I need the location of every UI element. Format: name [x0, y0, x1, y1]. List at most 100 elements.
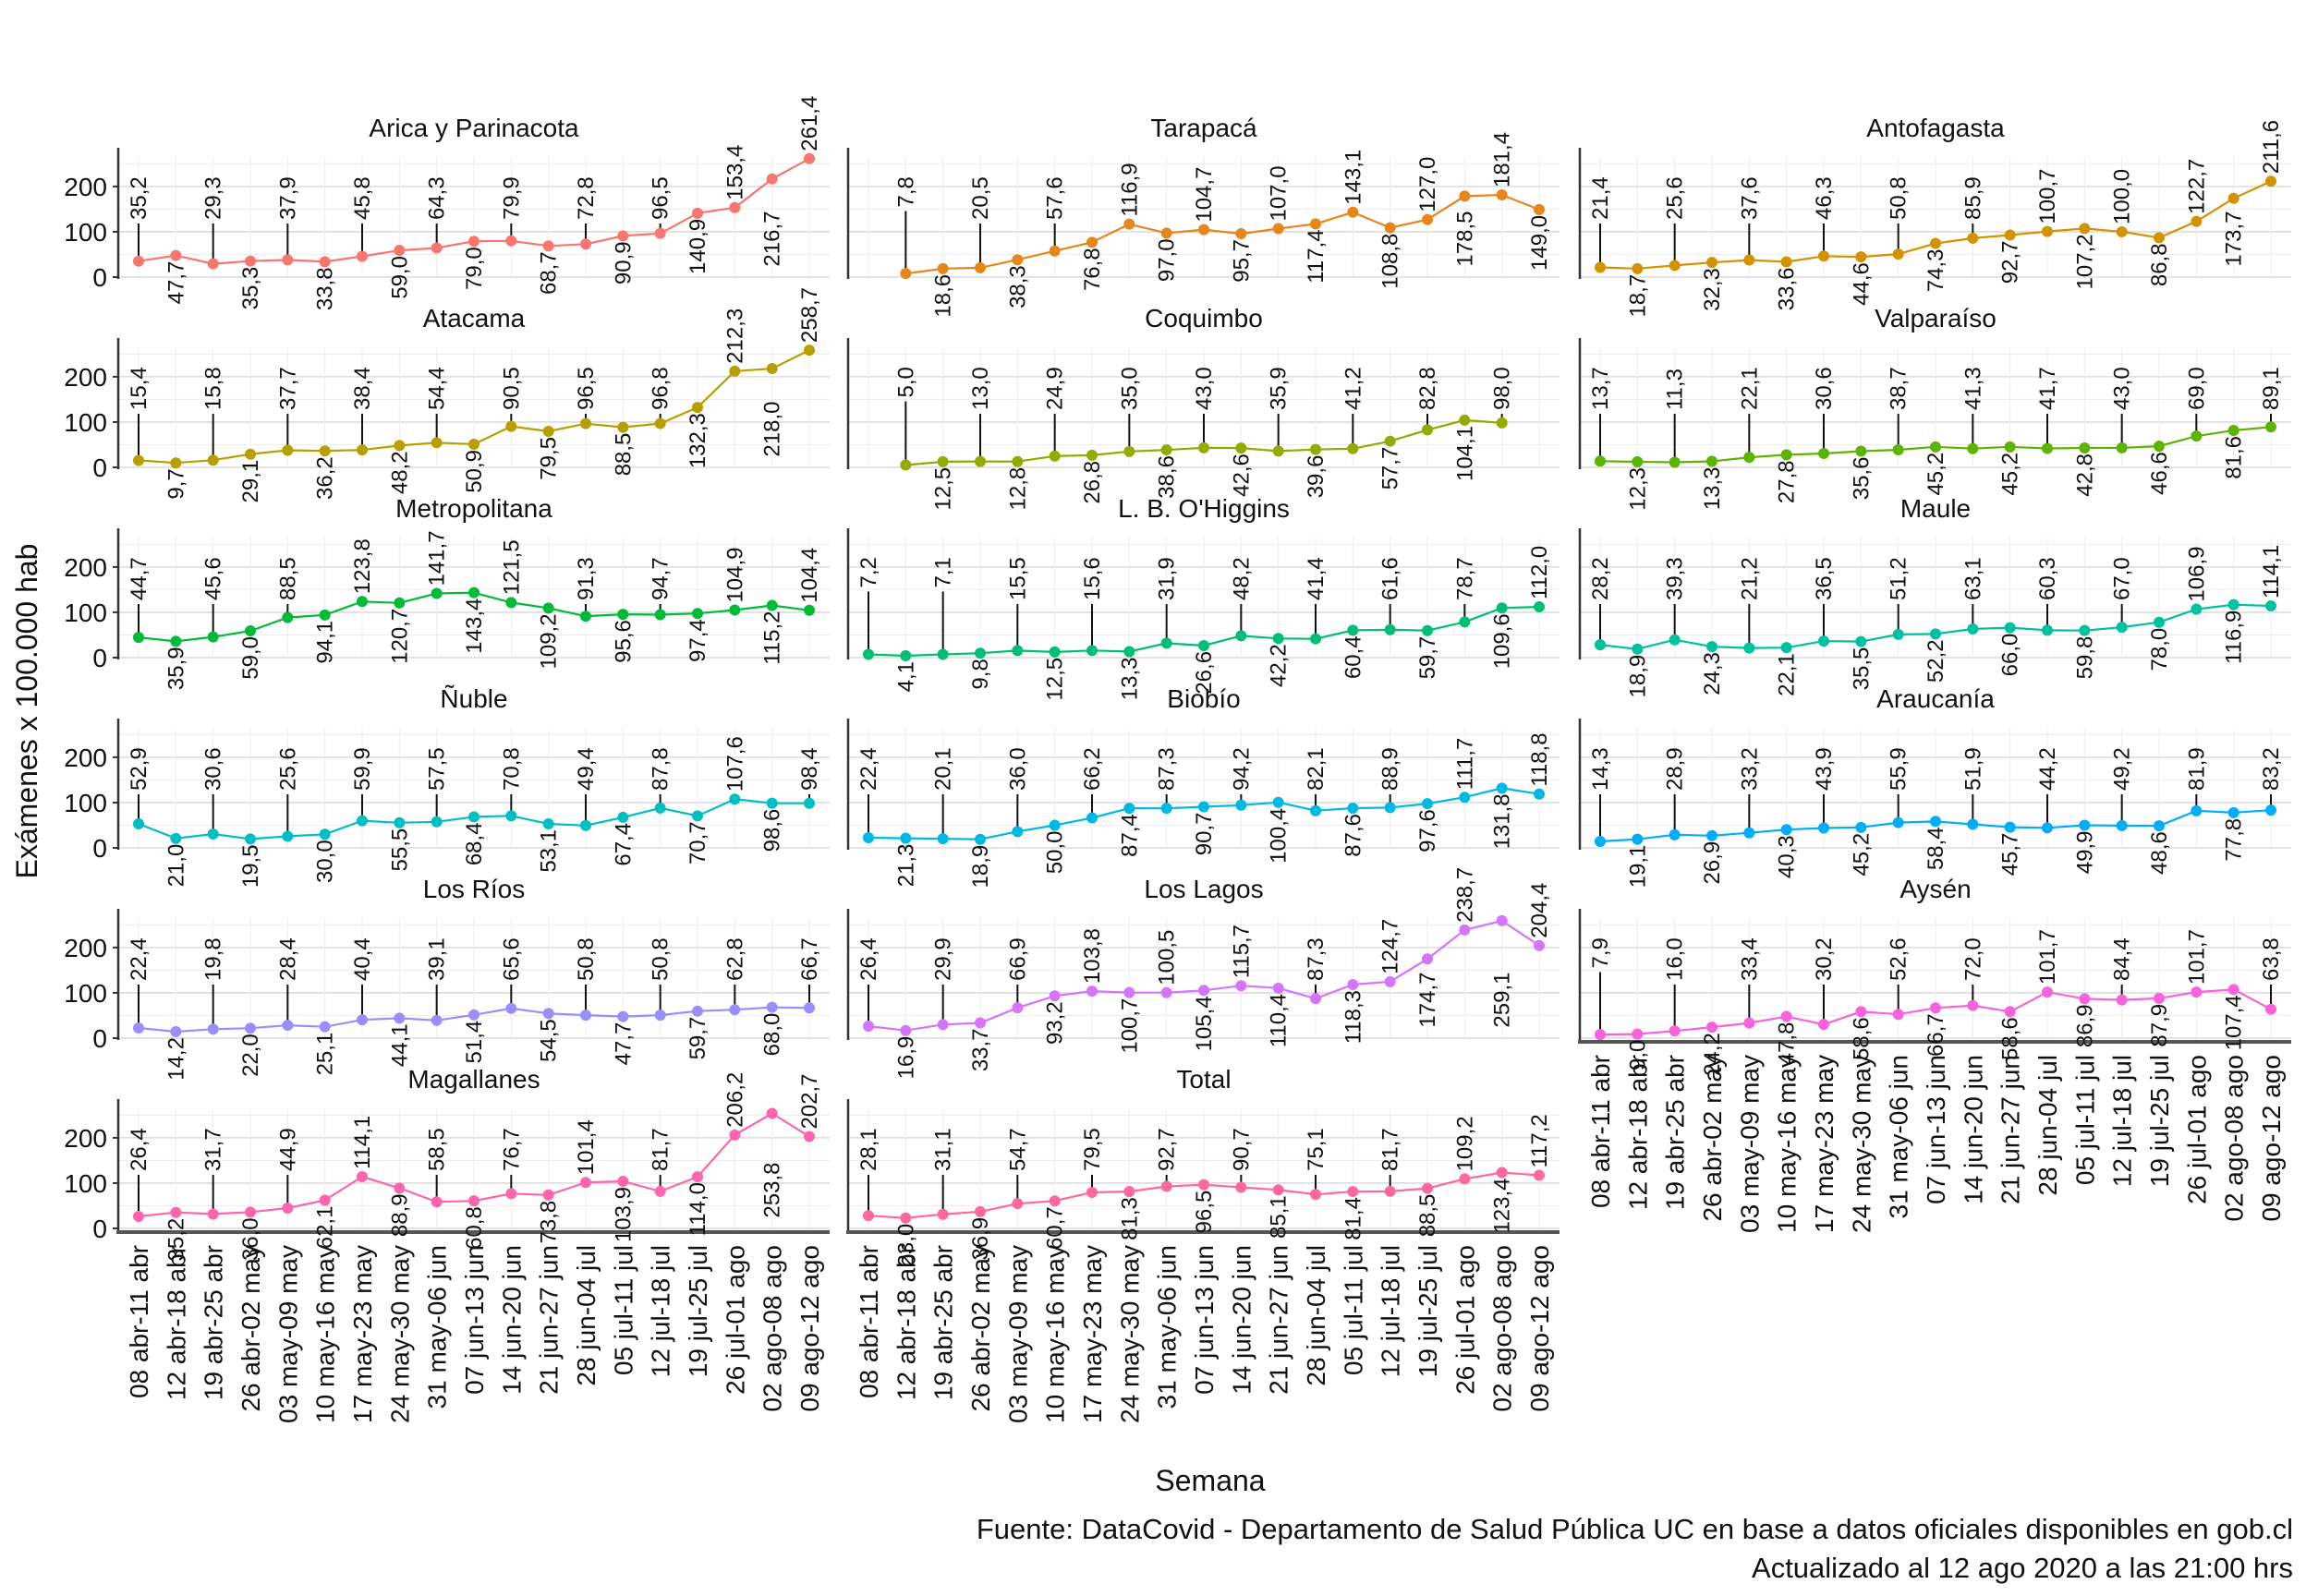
- panel-antofagasta: Antofagasta 21,4 18,7 25,6 32,3 37,6 33,6 46,3 4…: [1578, 114, 2291, 318]
- data-label: 127,0: [1415, 157, 1440, 212]
- data-label: 60,3: [2035, 557, 2060, 600]
- data-point: [468, 586, 479, 598]
- data-point: [1235, 228, 1247, 240]
- data-point: [2265, 175, 2276, 187]
- panel-title: Ñuble: [440, 684, 507, 713]
- data-label: 18,6: [931, 274, 956, 318]
- data-label: 86,8: [2147, 243, 2172, 286]
- data-label: 115,7: [1229, 925, 1254, 978]
- data-point: [505, 235, 517, 247]
- x-tick-label: 10 may-16 may: [1041, 1245, 1070, 1423]
- data-label: 88,9: [1378, 747, 1403, 791]
- data-point: [2116, 441, 2128, 453]
- data-label: 85,9: [1960, 176, 1985, 220]
- data-label: 19,1: [1625, 845, 1650, 889]
- data-point: [2116, 622, 2128, 634]
- data-point: [863, 1210, 874, 1222]
- data-point: [1632, 455, 1644, 467]
- data-label: 62,1: [313, 1206, 338, 1250]
- data-label: 87,8: [649, 747, 674, 791]
- data-label: 88,9: [387, 1193, 412, 1237]
- panel-magallanes: Magallanes 0 100 200 08 abr-11 abr 12 abr-18 …: [64, 1065, 830, 1423]
- data-label: 33,8: [313, 267, 338, 310]
- data-label: 25,1: [313, 1033, 338, 1076]
- data-point: [1198, 1179, 1209, 1191]
- data-point: [1743, 1017, 1755, 1029]
- data-label: 59,9: [350, 747, 375, 791]
- data-point: [1160, 444, 1172, 456]
- data-label: 48,2: [387, 451, 412, 494]
- data-label: 81,6: [2222, 436, 2247, 479]
- x-tick-label: 02 ago-08 ago: [1488, 1245, 1517, 1412]
- data-label: 47,7: [611, 1022, 636, 1066]
- data-label: 143,4: [462, 598, 487, 654]
- data-point: [1855, 1006, 1867, 1018]
- data-point: [245, 833, 256, 845]
- data-label: 57,6: [1043, 176, 1068, 220]
- data-label: 76,7: [499, 1128, 524, 1171]
- data-label: 31,9: [1155, 557, 1180, 600]
- data-label: 116,9: [2222, 611, 2247, 664]
- data-label: 104,7: [1192, 167, 1217, 223]
- panel-title: Valparaíso: [1875, 304, 1997, 332]
- data-label: 26,6: [1192, 651, 1217, 695]
- data-label: 107,4: [2222, 995, 2247, 1050]
- data-point: [1496, 417, 1508, 429]
- data-label: 12,5: [931, 467, 956, 511]
- data-label: 20,1: [931, 747, 956, 791]
- data-point: [1235, 1181, 1247, 1193]
- x-tick-label: 24 may-30 may: [1847, 1055, 1875, 1233]
- panel-metropolitana: Metropolitana 0 100 200 44,7 35,9 45,6 59,0 88,5…: [64, 494, 830, 690]
- data-label: 72,0: [1960, 937, 1985, 981]
- data-point: [542, 602, 554, 614]
- data-label: 79,9: [499, 176, 524, 220]
- data-label: 36,9: [968, 1217, 993, 1261]
- data-point: [1272, 796, 1284, 808]
- data-point: [580, 819, 591, 831]
- x-tick-label: 26 jul-01 ago: [721, 1245, 749, 1395]
- data-point: [2191, 603, 2203, 615]
- data-point: [394, 1182, 406, 1194]
- data-point: [1310, 633, 1321, 645]
- data-point: [1049, 990, 1061, 1002]
- data-label: 41,2: [1341, 367, 1365, 410]
- data-point: [1706, 455, 1717, 467]
- data-point: [900, 1212, 912, 1224]
- data-point: [937, 1019, 949, 1031]
- data-label: 46,6: [2147, 452, 2172, 495]
- data-point: [1930, 628, 1941, 640]
- data-point: [2079, 993, 2091, 1005]
- data-point: [357, 1014, 368, 1026]
- panel-arica-y-parinacota: Arica y Parinacota 0 100 200 35,2 47,7 29,3 35,…: [64, 96, 830, 310]
- data-label: 258,7: [797, 287, 822, 343]
- data-label: 107,2: [2072, 234, 2097, 289]
- data-label: 49,9: [2072, 831, 2097, 875]
- x-tick-label: 12 jul-18 jul: [647, 1245, 675, 1377]
- data-point: [804, 1130, 815, 1143]
- data-point: [505, 1002, 517, 1014]
- data-label: 109,6: [1490, 613, 1515, 669]
- data-point: [1930, 237, 1941, 249]
- data-label: 45,2: [1924, 453, 1948, 496]
- data-label: 104,1: [1452, 426, 1477, 481]
- data-label: 87,3: [1155, 747, 1180, 791]
- data-point: [1272, 223, 1284, 235]
- data-label: 67,0: [2110, 557, 2135, 600]
- x-tick-label: 10 may-16 may: [1773, 1055, 1802, 1233]
- data-point: [245, 625, 256, 637]
- data-label: 73,8: [537, 1201, 562, 1244]
- data-label: 94,1: [313, 621, 338, 664]
- data-label: 174,7: [1415, 973, 1440, 1028]
- data-label: 28,9: [1663, 747, 1688, 791]
- data-point: [2079, 442, 2091, 454]
- data-point: [2154, 441, 2165, 453]
- data-point: [1780, 824, 1792, 836]
- data-point: [170, 249, 182, 261]
- data-point: [2042, 225, 2053, 237]
- data-point: [1459, 792, 1471, 804]
- data-label: 101,7: [2035, 929, 2060, 985]
- data-point: [2154, 992, 2165, 1004]
- data-point: [1780, 642, 1792, 654]
- data-label: 43,0: [2110, 367, 2135, 410]
- data-label: 15,8: [201, 367, 226, 410]
